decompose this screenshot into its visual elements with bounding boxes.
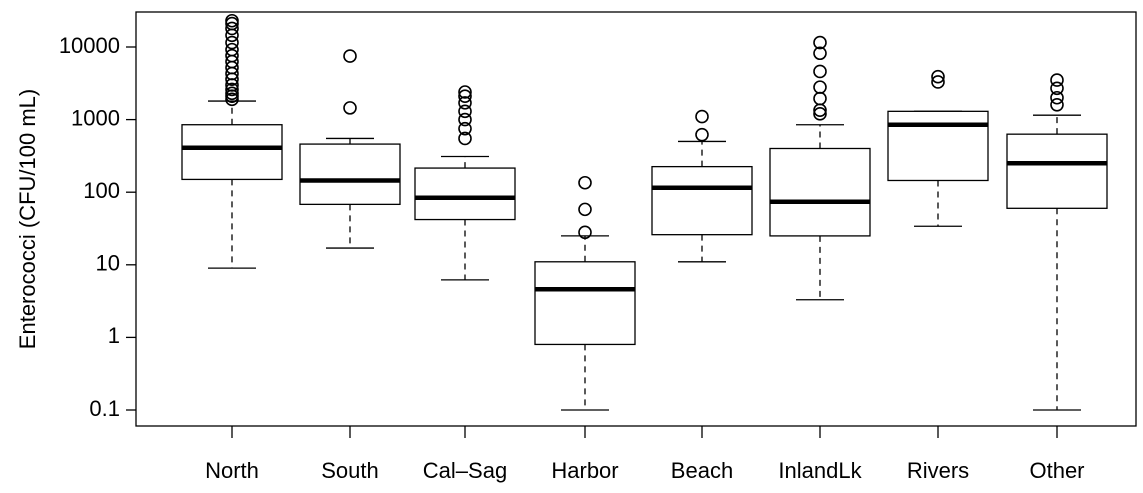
box	[300, 144, 400, 204]
x-tick-label: Rivers	[907, 458, 969, 483]
x-tick-label: Other	[1029, 458, 1084, 483]
box	[415, 168, 515, 219]
y-tick-label: 1000	[71, 105, 120, 130]
box	[182, 125, 282, 180]
y-tick-label: 10	[96, 251, 120, 276]
x-tick-label: InlandLk	[778, 458, 862, 483]
y-tick-label: 1	[108, 323, 120, 348]
x-tick-label: South	[321, 458, 379, 483]
y-tick-label: 100	[83, 178, 120, 203]
box	[888, 111, 988, 180]
x-tick-label: Cal–Sag	[423, 458, 507, 483]
y-tick-label: 10000	[59, 33, 120, 58]
box	[770, 148, 870, 235]
box	[652, 167, 752, 235]
x-tick-label: Harbor	[551, 458, 618, 483]
y-tick-label: 0.1	[89, 396, 120, 421]
box	[535, 262, 635, 345]
x-tick-label: North	[205, 458, 259, 483]
box	[1007, 134, 1107, 208]
y-axis-title: Enterococci (CFU/100 mL)	[15, 89, 40, 349]
x-tick-label: Beach	[671, 458, 733, 483]
